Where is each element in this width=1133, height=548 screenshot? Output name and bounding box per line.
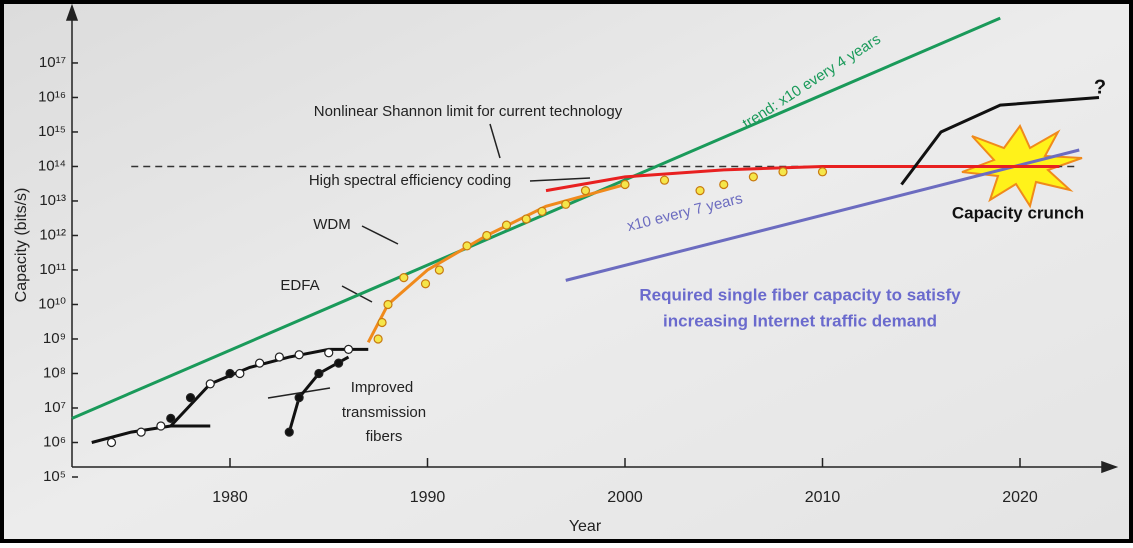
y-tick-label: 10¹⁶ bbox=[38, 88, 66, 105]
y-tick-label: 10⁶ bbox=[43, 433, 66, 450]
data-point bbox=[719, 179, 729, 190]
data-point bbox=[462, 241, 472, 251]
x-tick-label: 2010 bbox=[805, 489, 841, 506]
data-point bbox=[501, 220, 512, 230]
y-tick-label: 10⁷ bbox=[44, 399, 66, 416]
data-point bbox=[659, 175, 670, 185]
y-axis-label: Capacity (bits/s) bbox=[13, 188, 30, 303]
data-point bbox=[817, 167, 828, 177]
annotation: High spectral efficiency coding bbox=[309, 172, 511, 189]
annotation: WDM bbox=[313, 216, 351, 233]
leader bbox=[529, 177, 591, 182]
series-line bbox=[287, 355, 350, 433]
x-tick-label: 2000 bbox=[607, 489, 643, 506]
x-arrow bbox=[1101, 460, 1119, 474]
y-arrow bbox=[65, 3, 79, 21]
annotation: increasing Internet traffic demand bbox=[663, 311, 937, 330]
data-point bbox=[235, 368, 245, 379]
data-point bbox=[274, 352, 284, 362]
annotation: Capacity crunch bbox=[952, 203, 1084, 222]
y-tick-label: 10⁹ bbox=[43, 330, 66, 347]
data-point bbox=[377, 317, 387, 328]
data-point bbox=[156, 421, 166, 431]
y-tick-label: 10⁸ bbox=[43, 364, 66, 381]
data-point bbox=[748, 172, 758, 182]
series-line bbox=[366, 183, 626, 344]
data-point bbox=[294, 350, 304, 360]
data-point bbox=[561, 199, 571, 209]
data-point bbox=[482, 230, 492, 241]
x-tick-label: 1980 bbox=[212, 489, 248, 506]
data-point bbox=[580, 185, 591, 196]
data-point bbox=[434, 265, 444, 275]
y-tick-label: 10¹⁴ bbox=[38, 157, 66, 174]
y-tick-label: 10¹² bbox=[39, 226, 66, 243]
data-point bbox=[225, 368, 235, 379]
series-line bbox=[545, 164, 1060, 193]
data-point bbox=[420, 279, 431, 289]
y-tick-label: 10¹³ bbox=[39, 192, 66, 209]
annotation: fibers bbox=[366, 428, 403, 445]
series-line bbox=[169, 347, 369, 428]
y-tick-label: 10¹⁵ bbox=[38, 123, 66, 140]
leader bbox=[361, 225, 399, 245]
y-tick-label: 10¹¹ bbox=[39, 261, 66, 278]
data-point bbox=[373, 334, 383, 344]
y-tick-label: 10¹⁷ bbox=[39, 54, 66, 71]
y-tick-label: 10⁵ bbox=[43, 468, 66, 485]
annotation: EDFA bbox=[280, 277, 319, 294]
data-point bbox=[521, 214, 531, 224]
data-point bbox=[695, 185, 705, 196]
annotation: Nonlinear Shannon limit for current tech… bbox=[314, 103, 623, 120]
data-point bbox=[294, 393, 304, 403]
leader bbox=[267, 387, 331, 399]
series-line bbox=[71, 16, 1001, 420]
data-point bbox=[106, 437, 117, 448]
data-point bbox=[205, 379, 215, 389]
data-point bbox=[314, 368, 324, 379]
series-line bbox=[565, 148, 1080, 282]
data-point bbox=[778, 167, 788, 177]
data-point bbox=[334, 358, 344, 368]
data-point bbox=[620, 179, 630, 190]
data-point bbox=[324, 348, 334, 358]
data-point bbox=[185, 393, 196, 403]
series-line bbox=[900, 95, 1100, 186]
x-tick-label: 2020 bbox=[1002, 489, 1038, 506]
annotation: transmission bbox=[342, 404, 426, 421]
annotation: ? bbox=[1094, 76, 1106, 98]
data-point bbox=[255, 358, 265, 368]
data-point bbox=[284, 427, 294, 437]
annotation: Improved bbox=[351, 379, 414, 396]
data-point bbox=[399, 273, 409, 283]
data-point bbox=[136, 427, 146, 437]
x-axis-label: Year bbox=[569, 518, 602, 535]
y-tick-label: 10¹⁰ bbox=[38, 295, 66, 312]
series-line bbox=[91, 424, 211, 444]
data-point bbox=[537, 206, 547, 216]
leader bbox=[489, 123, 501, 159]
annotation: Required single fiber capacity to satisf… bbox=[639, 285, 961, 304]
data-point bbox=[166, 413, 176, 423]
data-point bbox=[343, 344, 354, 354]
x-tick-label: 1990 bbox=[410, 489, 446, 506]
data-point bbox=[383, 299, 393, 310]
